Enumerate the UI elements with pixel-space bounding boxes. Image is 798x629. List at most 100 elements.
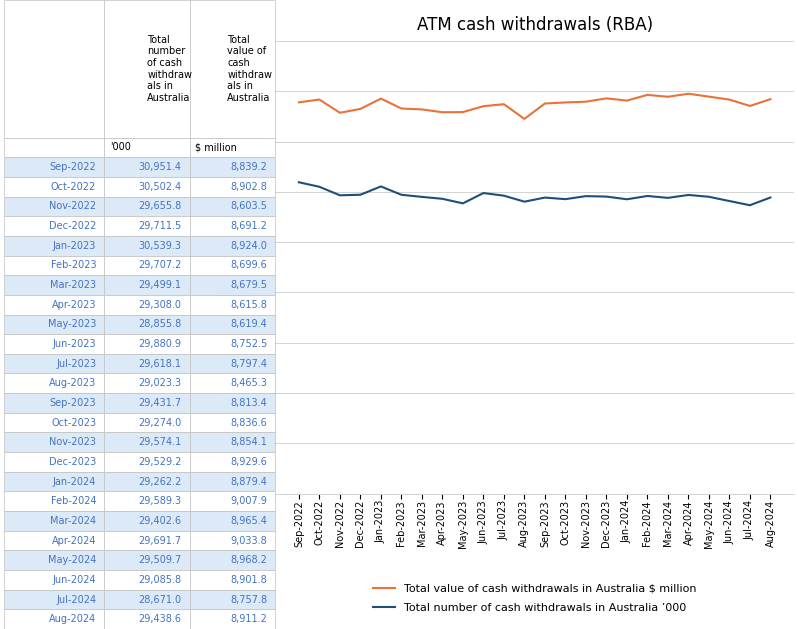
Total number of cash withdrawals in Australia ’000 [765, 194, 775, 201]
Bar [105, 491, 190, 511]
Text: 8,691.2: 8,691.2 [231, 221, 267, 231]
Bar [105, 374, 190, 393]
Total number of cash withdrawals in Australia ’000 [581, 192, 591, 200]
Bar [105, 413, 190, 433]
Text: 8,752.5: 8,752.5 [230, 339, 267, 349]
Bar [190, 393, 275, 413]
Bar [105, 216, 190, 236]
Total value of cash withdrawals in Australia $ million [581, 98, 591, 106]
Text: Dec-2023: Dec-2023 [49, 457, 97, 467]
Text: Apr-2024: Apr-2024 [52, 535, 97, 545]
Text: Dec-2022: Dec-2022 [49, 221, 97, 231]
Text: 8,924.0: 8,924.0 [231, 241, 267, 251]
Total value of cash withdrawals in Australia $ million [314, 96, 324, 103]
Bar [190, 216, 275, 236]
Text: Jun-2023: Jun-2023 [53, 339, 97, 349]
Text: Nov-2022: Nov-2022 [49, 201, 97, 211]
Total value of cash withdrawals in Australia $ million [561, 99, 571, 106]
Bar [190, 177, 275, 196]
Text: 8,679.5: 8,679.5 [230, 280, 267, 290]
Bar [4, 314, 105, 334]
Text: 8,902.8: 8,902.8 [231, 182, 267, 192]
Total value of cash withdrawals in Australia $ million [417, 106, 427, 113]
Bar [190, 255, 275, 276]
Total number of cash withdrawals in Australia ’000 [745, 201, 755, 209]
Total number of cash withdrawals in Australia ’000 [642, 192, 652, 200]
Text: 8,965.4: 8,965.4 [231, 516, 267, 526]
Bar [190, 314, 275, 334]
Bar [4, 393, 105, 413]
Bar [105, 433, 190, 452]
Text: Mar-2024: Mar-2024 [50, 516, 97, 526]
Total value of cash withdrawals in Australia $ million [356, 105, 365, 113]
Bar [105, 590, 190, 610]
Bar [4, 177, 105, 196]
Bar [190, 491, 275, 511]
Text: 29,880.9: 29,880.9 [139, 339, 182, 349]
Text: 30,502.4: 30,502.4 [139, 182, 182, 192]
Bar [4, 610, 105, 629]
Text: 29,655.8: 29,655.8 [139, 201, 182, 211]
Text: 29,574.1: 29,574.1 [139, 437, 182, 447]
Bar [190, 0, 275, 138]
Bar [105, 255, 190, 276]
Total number of cash withdrawals in Australia ’000 [458, 199, 468, 207]
Bar [190, 472, 275, 491]
Total value of cash withdrawals in Australia $ million [725, 96, 734, 103]
Text: 29,085.8: 29,085.8 [139, 575, 182, 585]
Text: Jan-2024: Jan-2024 [53, 477, 97, 487]
Bar [190, 295, 275, 314]
Bar [105, 295, 190, 314]
Text: Jul-2023: Jul-2023 [56, 359, 97, 369]
Total number of cash withdrawals in Australia ’000 [663, 194, 673, 202]
Bar [190, 590, 275, 610]
Text: 8,797.4: 8,797.4 [230, 359, 267, 369]
Total value of cash withdrawals in Australia $ million [335, 109, 345, 116]
Bar [4, 570, 105, 590]
Text: 8,603.5: 8,603.5 [231, 201, 267, 211]
Text: Oct-2022: Oct-2022 [51, 182, 97, 192]
Bar [4, 374, 105, 393]
Text: 8,879.4: 8,879.4 [231, 477, 267, 487]
Bar [4, 452, 105, 472]
Text: 29,529.2: 29,529.2 [138, 457, 182, 467]
Text: 8,699.6: 8,699.6 [231, 260, 267, 270]
Text: Apr-2023: Apr-2023 [52, 299, 97, 309]
Total number of cash withdrawals in Australia ’000 [499, 192, 508, 199]
Total number of cash withdrawals in Australia ’000 [397, 191, 406, 199]
Text: 8,968.2: 8,968.2 [231, 555, 267, 565]
Bar [105, 610, 190, 629]
Bar [190, 138, 275, 157]
Total value of cash withdrawals in Australia $ million [458, 108, 468, 116]
Bar [105, 353, 190, 374]
Bar [4, 550, 105, 570]
Total value of cash withdrawals in Australia $ million [499, 101, 508, 108]
Bar [4, 491, 105, 511]
Text: Oct-2023: Oct-2023 [51, 418, 97, 428]
Bar [4, 334, 105, 353]
Text: Mar-2023: Mar-2023 [50, 280, 97, 290]
Text: 29,402.6: 29,402.6 [139, 516, 182, 526]
Bar [105, 177, 190, 196]
Bar [190, 276, 275, 295]
Total value of cash withdrawals in Australia $ million [765, 96, 775, 103]
Total value of cash withdrawals in Australia $ million [294, 99, 304, 106]
Bar [190, 452, 275, 472]
Bar [190, 334, 275, 353]
Bar [4, 0, 105, 138]
Total number of cash withdrawals in Australia ’000 [437, 195, 447, 203]
Total number of cash withdrawals in Australia ’000 [294, 179, 304, 186]
Total value of cash withdrawals in Australia $ million [745, 102, 755, 109]
Bar [190, 236, 275, 255]
Total value of cash withdrawals in Australia $ million [602, 94, 611, 102]
Bar [190, 413, 275, 433]
Total value of cash withdrawals in Australia $ million [540, 100, 550, 108]
Text: Sep-2023: Sep-2023 [49, 398, 97, 408]
Total value of cash withdrawals in Australia $ million [376, 95, 385, 103]
Text: Aug-2023: Aug-2023 [49, 378, 97, 388]
Text: Jun-2024: Jun-2024 [53, 575, 97, 585]
Total value of cash withdrawals in Australia $ million [437, 108, 447, 116]
Text: 29,274.0: 29,274.0 [139, 418, 182, 428]
Total value of cash withdrawals in Australia $ million [642, 91, 652, 99]
Bar [105, 236, 190, 255]
